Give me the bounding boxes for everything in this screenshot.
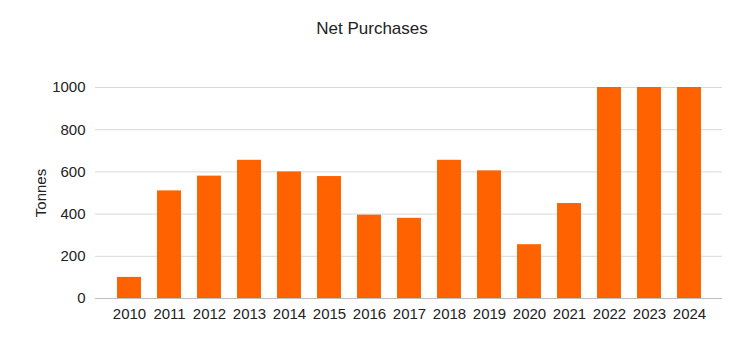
svg-text:2019: 2019 xyxy=(473,305,506,322)
svg-text:2018: 2018 xyxy=(433,305,466,322)
svg-text:800: 800 xyxy=(60,121,85,138)
svg-text:2014: 2014 xyxy=(273,305,306,322)
svg-text:2010: 2010 xyxy=(113,305,146,322)
svg-text:2011: 2011 xyxy=(153,305,185,322)
svg-text:600: 600 xyxy=(60,163,85,180)
svg-text:400: 400 xyxy=(60,205,85,222)
svg-text:200: 200 xyxy=(60,247,85,264)
svg-text:2015: 2015 xyxy=(313,305,346,322)
svg-text:2020: 2020 xyxy=(513,305,546,322)
svg-text:2013: 2013 xyxy=(233,305,266,322)
svg-text:2012: 2012 xyxy=(193,305,226,322)
svg-text:2022: 2022 xyxy=(593,305,626,322)
svg-text:2021: 2021 xyxy=(553,305,586,322)
svg-text:2023: 2023 xyxy=(633,305,666,322)
svg-text:2017: 2017 xyxy=(393,305,426,322)
svg-text:1000: 1000 xyxy=(52,78,85,95)
svg-text:0: 0 xyxy=(77,289,85,306)
html-text:Net Purchases: Net Purchases xyxy=(316,19,428,38)
svg-text:2024: 2024 xyxy=(673,305,706,322)
svg-text:Tonnes: Tonnes xyxy=(32,169,49,217)
svg-text:2016: 2016 xyxy=(353,305,386,322)
